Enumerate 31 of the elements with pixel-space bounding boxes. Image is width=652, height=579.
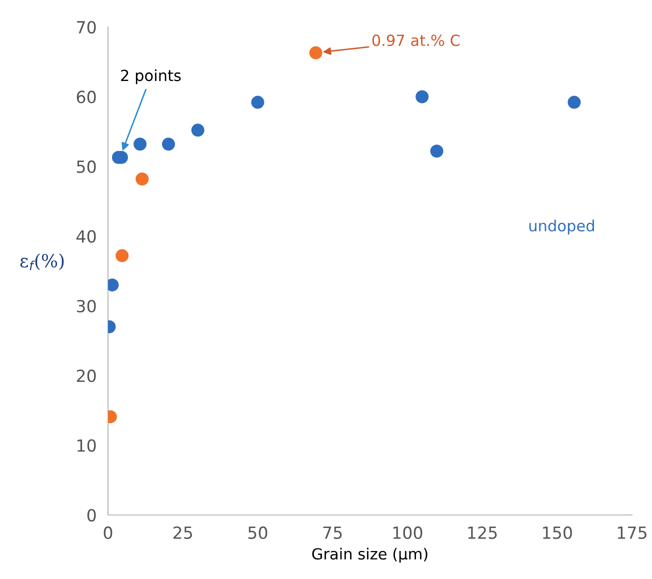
point: [162, 138, 175, 151]
x-tick-label: 25: [173, 526, 192, 540]
point: [136, 172, 149, 186]
x-tick-label: 50: [248, 526, 268, 540]
x-tick-label: 125: [468, 526, 497, 540]
x-tick-label: 100: [393, 526, 422, 540]
point: [134, 138, 147, 151]
y-axis-title: ε$_{f}$(%): [20, 254, 64, 270]
point: [116, 249, 129, 262]
y-tick-label: 10: [78, 439, 96, 452]
x-tick-label: 150: [543, 526, 572, 540]
annotation: 2 points: [121, 69, 181, 84]
x-tick-label: 175: [618, 526, 646, 540]
point: [568, 96, 581, 109]
text: 0.97 at.% C: [372, 34, 460, 46]
point: [251, 96, 264, 109]
x-tick-label: 75: [323, 526, 342, 540]
y-tick-label: 20: [76, 370, 96, 382]
y-tick-label: 0: [87, 508, 96, 522]
x-axis-title: Grain size (μm): [312, 548, 428, 563]
y-tick-label: 70: [77, 20, 96, 34]
y-tick-label: 50: [76, 160, 96, 173]
y-tick-label: 40: [76, 230, 96, 243]
point: [430, 144, 444, 158]
y-tick-label: 60: [76, 90, 96, 104]
point: [191, 124, 204, 137]
point: [309, 46, 322, 60]
point: [416, 90, 429, 104]
x-tick-label: 0: [104, 526, 112, 540]
y-tick-label: 30: [76, 300, 96, 312]
text: undoped: [529, 220, 594, 234]
